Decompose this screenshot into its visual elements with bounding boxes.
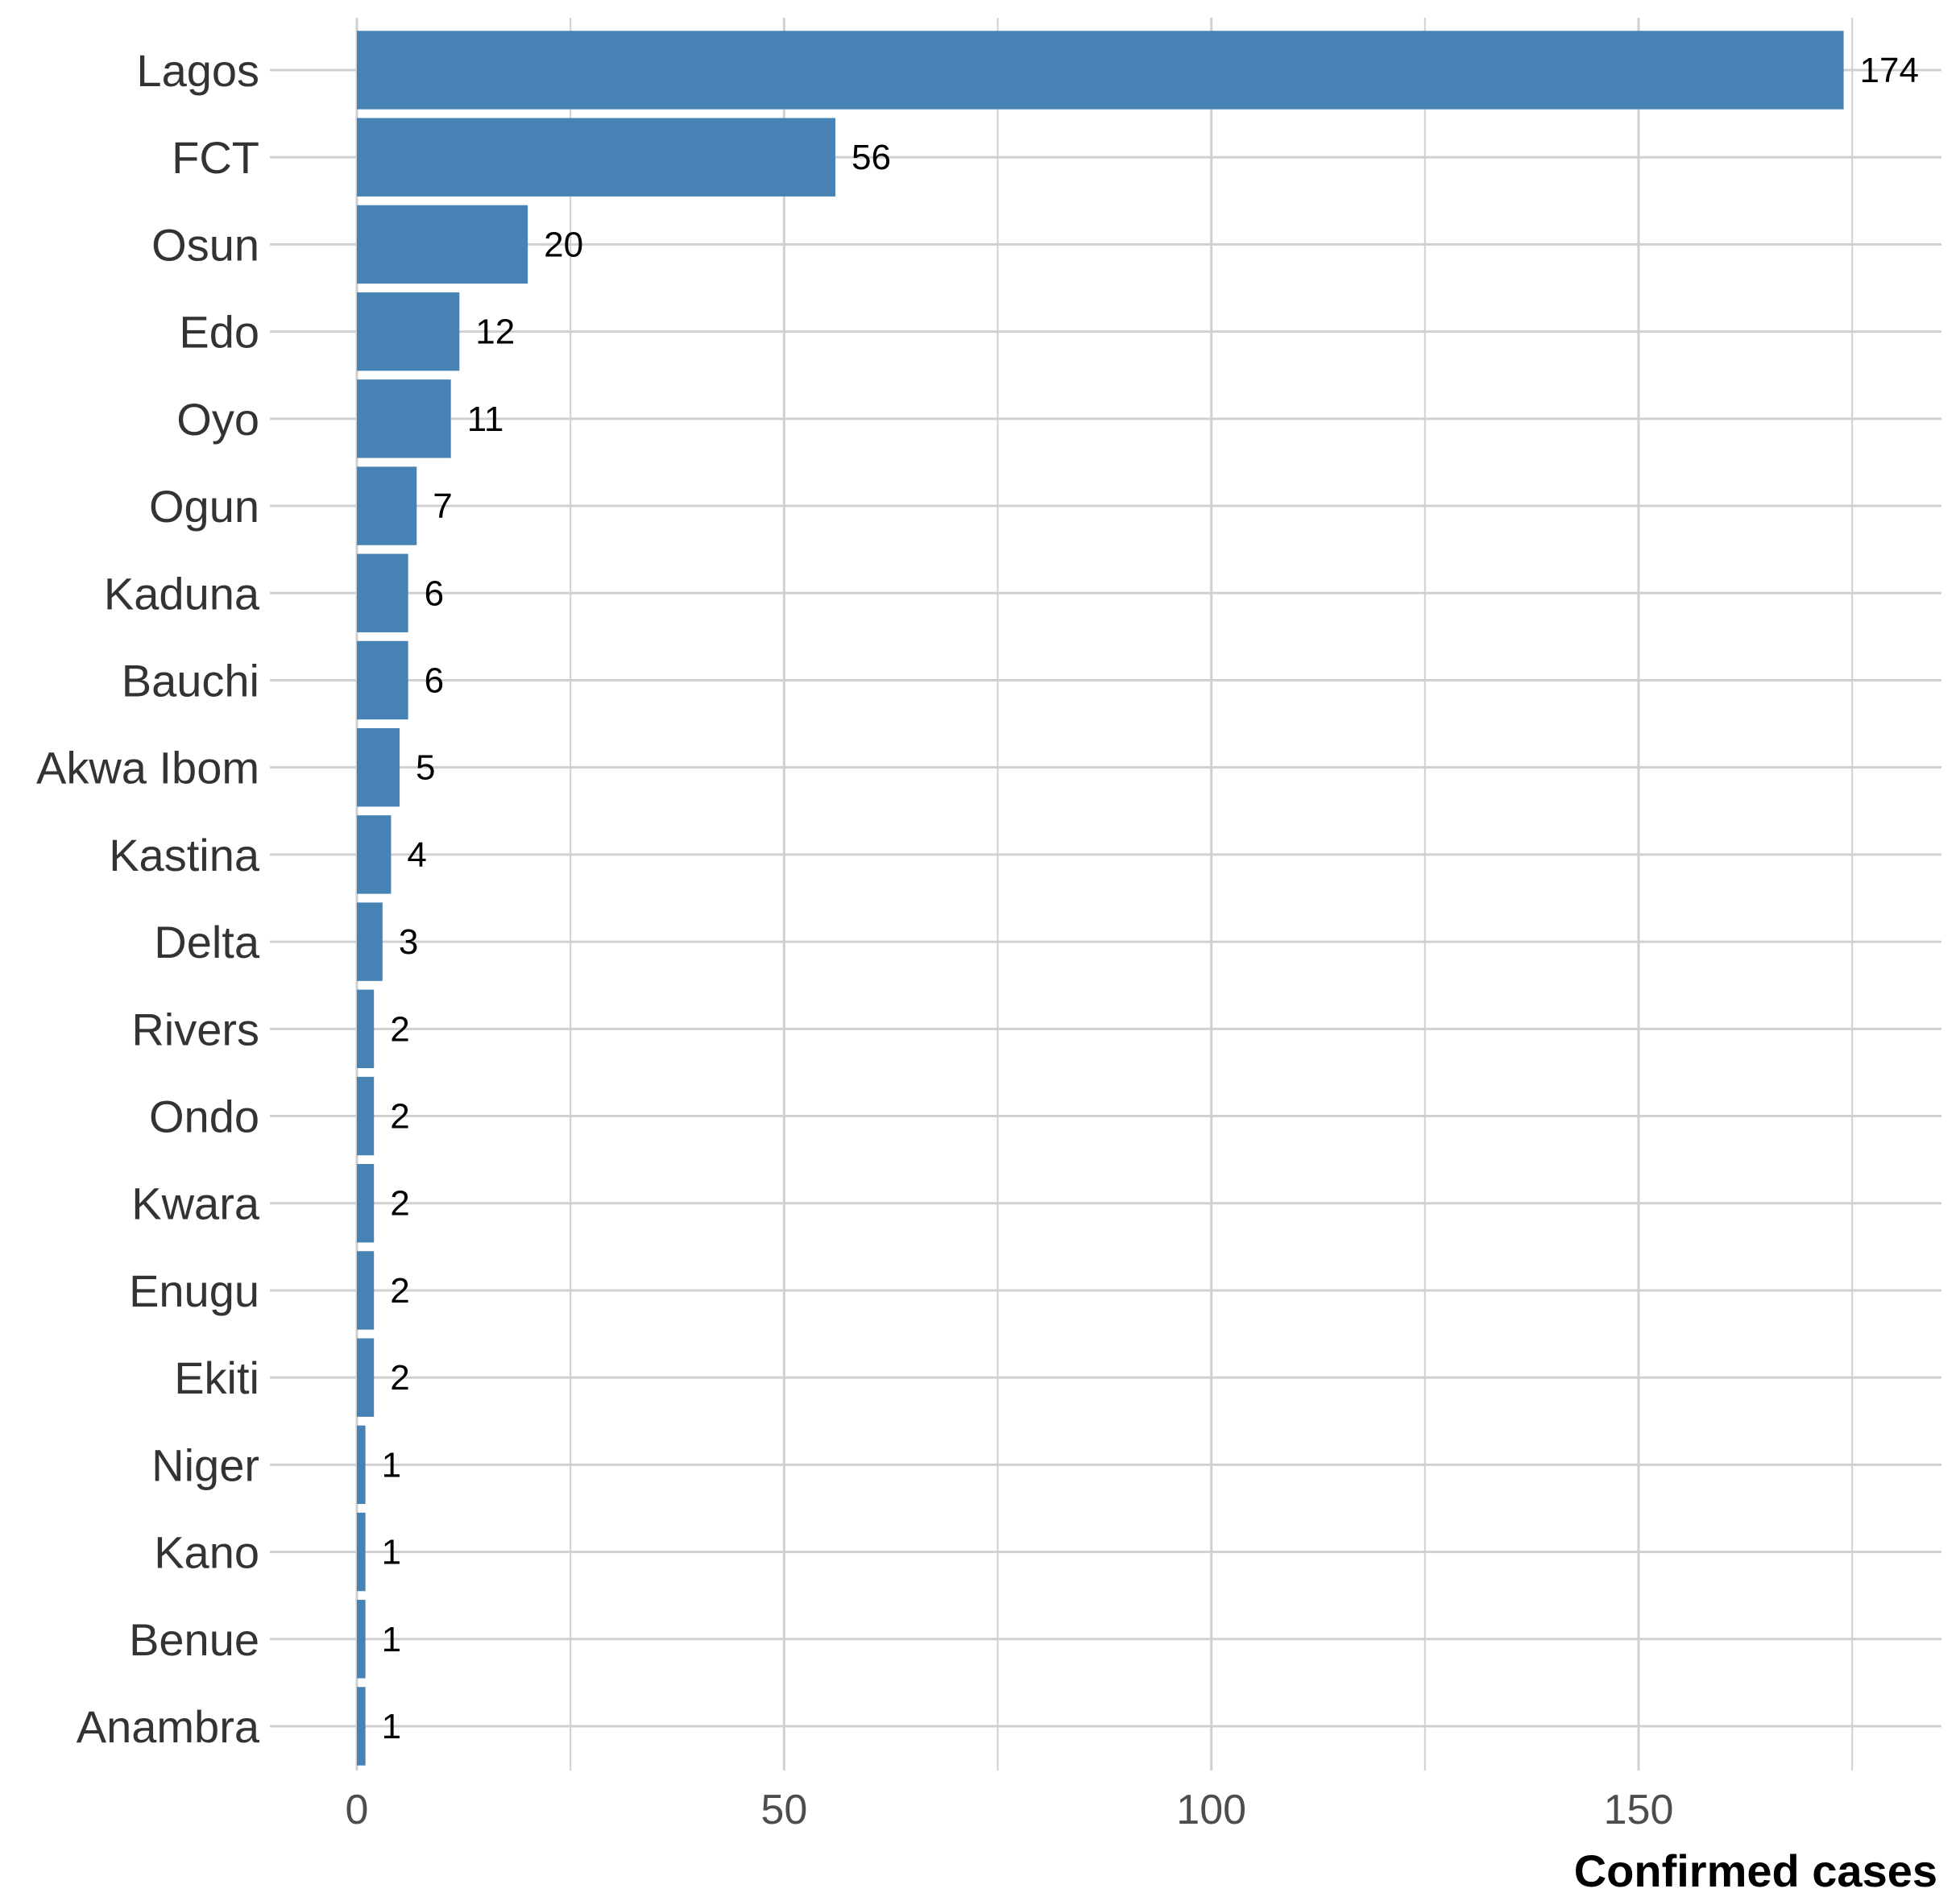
y-tick-label: Ondo xyxy=(149,1091,259,1142)
x-tick-label: 100 xyxy=(1176,1787,1246,1833)
bar xyxy=(357,1251,375,1330)
x-tick-labels: 0 50 100 150 xyxy=(346,1787,1674,1833)
data-label: 2 xyxy=(390,1097,409,1137)
y-tick-label: Kastina xyxy=(109,830,260,880)
data-label: 2 xyxy=(390,1271,409,1311)
y-tick-label: Ogun xyxy=(149,481,259,532)
bar xyxy=(357,553,408,632)
data-label: 2 xyxy=(390,1358,409,1398)
bar xyxy=(357,1600,366,1679)
y-tick-label: Enugu xyxy=(129,1265,259,1316)
data-label: 1 xyxy=(382,1445,401,1485)
bar xyxy=(357,31,1844,110)
y-tick-label: Ekiti xyxy=(174,1352,259,1403)
data-label: 12 xyxy=(475,313,515,352)
bar xyxy=(357,292,460,371)
data-label: 5 xyxy=(416,748,435,788)
bar xyxy=(357,640,408,720)
data-label: 56 xyxy=(852,138,891,177)
category-label-layer: Lagos FCT Osun Edo Oyo Ogun Kaduna Bauchi Akwa I… xyxy=(36,45,260,1752)
bar xyxy=(357,1076,375,1156)
data-label: 1 xyxy=(382,1707,401,1746)
data-label: 2 xyxy=(390,1184,409,1224)
x-tick-label: 50 xyxy=(760,1787,807,1833)
y-tick-label: Bauchi xyxy=(122,655,259,706)
y-tick-label: Rivers xyxy=(131,1004,259,1054)
bar xyxy=(357,379,451,458)
x-axis-title: Confirmed cases xyxy=(1574,1845,1937,1896)
data-label: 3 xyxy=(399,922,418,962)
bar xyxy=(357,1512,366,1592)
data-label: 11 xyxy=(467,400,504,439)
bar xyxy=(357,466,417,545)
data-label: 20 xyxy=(544,225,583,264)
y-tick-label: Anambra xyxy=(77,1701,260,1752)
data-label: 6 xyxy=(425,661,444,700)
bar xyxy=(357,1164,375,1243)
y-tick-label: Lagos xyxy=(136,45,259,96)
y-tick-label: Oyo xyxy=(176,394,259,445)
y-tick-label: Akwa Ibom xyxy=(36,743,259,793)
bar xyxy=(357,1425,366,1505)
y-tick-label: Kwara xyxy=(131,1178,260,1229)
data-label: 7 xyxy=(433,487,452,526)
y-tick-label: Edo xyxy=(179,307,259,358)
bar xyxy=(357,1338,375,1417)
x-tick-label: 0 xyxy=(346,1787,369,1833)
bar-layer xyxy=(357,31,1844,1766)
bar xyxy=(357,1687,366,1766)
data-label: 1 xyxy=(382,1620,401,1659)
y-tick-label: Osun xyxy=(151,219,259,270)
data-label: 2 xyxy=(390,1009,409,1049)
data-label: 1 xyxy=(382,1533,401,1572)
bar xyxy=(357,815,392,894)
major-grid-layer xyxy=(270,18,1941,1771)
y-tick-label: Niger xyxy=(151,1439,259,1490)
data-label: 174 xyxy=(1860,51,1919,90)
bar xyxy=(357,989,375,1069)
bar xyxy=(357,902,383,981)
bar xyxy=(357,205,528,284)
y-tick-label: Delta xyxy=(154,917,260,967)
x-tick-label: 150 xyxy=(1604,1787,1674,1833)
data-label: 6 xyxy=(425,574,444,613)
y-tick-label: Kano xyxy=(154,1527,259,1578)
bar xyxy=(357,727,400,807)
y-tick-label: Kaduna xyxy=(104,568,260,619)
minor-grid-layer xyxy=(570,18,1854,1771)
data-label: 4 xyxy=(407,835,426,875)
bar xyxy=(357,118,835,197)
y-tick-label: FCT xyxy=(172,132,259,183)
y-tick-label: Benue xyxy=(129,1614,259,1665)
